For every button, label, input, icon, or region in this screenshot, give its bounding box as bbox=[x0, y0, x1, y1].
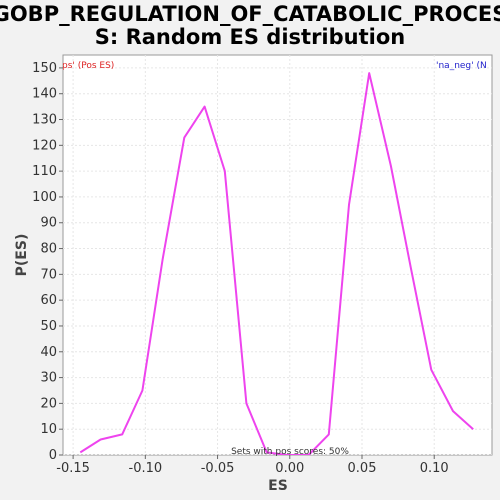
x-tick-label: 0.00 bbox=[275, 461, 304, 476]
y-tick-label: 60 bbox=[40, 293, 57, 308]
chart-title-line-2: S: Random ES distribution bbox=[95, 25, 405, 49]
y-tick-label: 50 bbox=[40, 319, 57, 334]
y-tick-label: 100 bbox=[32, 190, 57, 205]
legend-pos-es: ps' (Pos ES) bbox=[62, 61, 114, 71]
x-axis: -0.15 -0.10 -0.05 0.00 0.05 0.10 bbox=[56, 455, 449, 476]
y-tick-label: 30 bbox=[40, 371, 57, 386]
x-tick-label: 0.05 bbox=[348, 461, 377, 476]
x-tick-label: -0.15 bbox=[56, 461, 90, 476]
x-tick-label: 0.10 bbox=[420, 461, 449, 476]
x-tick-label: -0.10 bbox=[129, 461, 163, 476]
y-tick-label: 140 bbox=[32, 87, 57, 102]
y-tick-label: 0 bbox=[49, 448, 57, 463]
pos-scores-annotation: Sets with pos scores: 50% bbox=[231, 447, 349, 457]
x-tick-label: -0.05 bbox=[201, 461, 235, 476]
y-tick-label: 70 bbox=[40, 267, 57, 282]
y-tick-label: 20 bbox=[40, 396, 57, 411]
y-tick-label: 40 bbox=[40, 345, 57, 360]
y-axis: 0 10 20 30 40 50 60 70 80 90 100 110 120 130 140 150 bbox=[32, 61, 63, 463]
y-axis-label: P(ES) bbox=[14, 234, 30, 277]
legend-na-neg: 'na_neg' (N bbox=[436, 61, 487, 71]
series-line bbox=[79, 72, 474, 455]
y-tick-label: 90 bbox=[40, 216, 57, 231]
y-tick-label: 110 bbox=[32, 164, 57, 179]
chart-title-line-1: GOBP_REGULATION_OF_CATABOLIC_PROCES bbox=[0, 2, 500, 26]
y-tick-label: 130 bbox=[32, 113, 57, 128]
x-axis-label: ES bbox=[268, 478, 288, 494]
grid-lines bbox=[63, 55, 492, 455]
y-tick-label: 120 bbox=[32, 138, 57, 153]
plot-area bbox=[62, 54, 493, 456]
y-tick-label: 80 bbox=[40, 242, 57, 257]
y-tick-label: 150 bbox=[32, 61, 57, 76]
y-tick-label: 10 bbox=[40, 422, 57, 437]
